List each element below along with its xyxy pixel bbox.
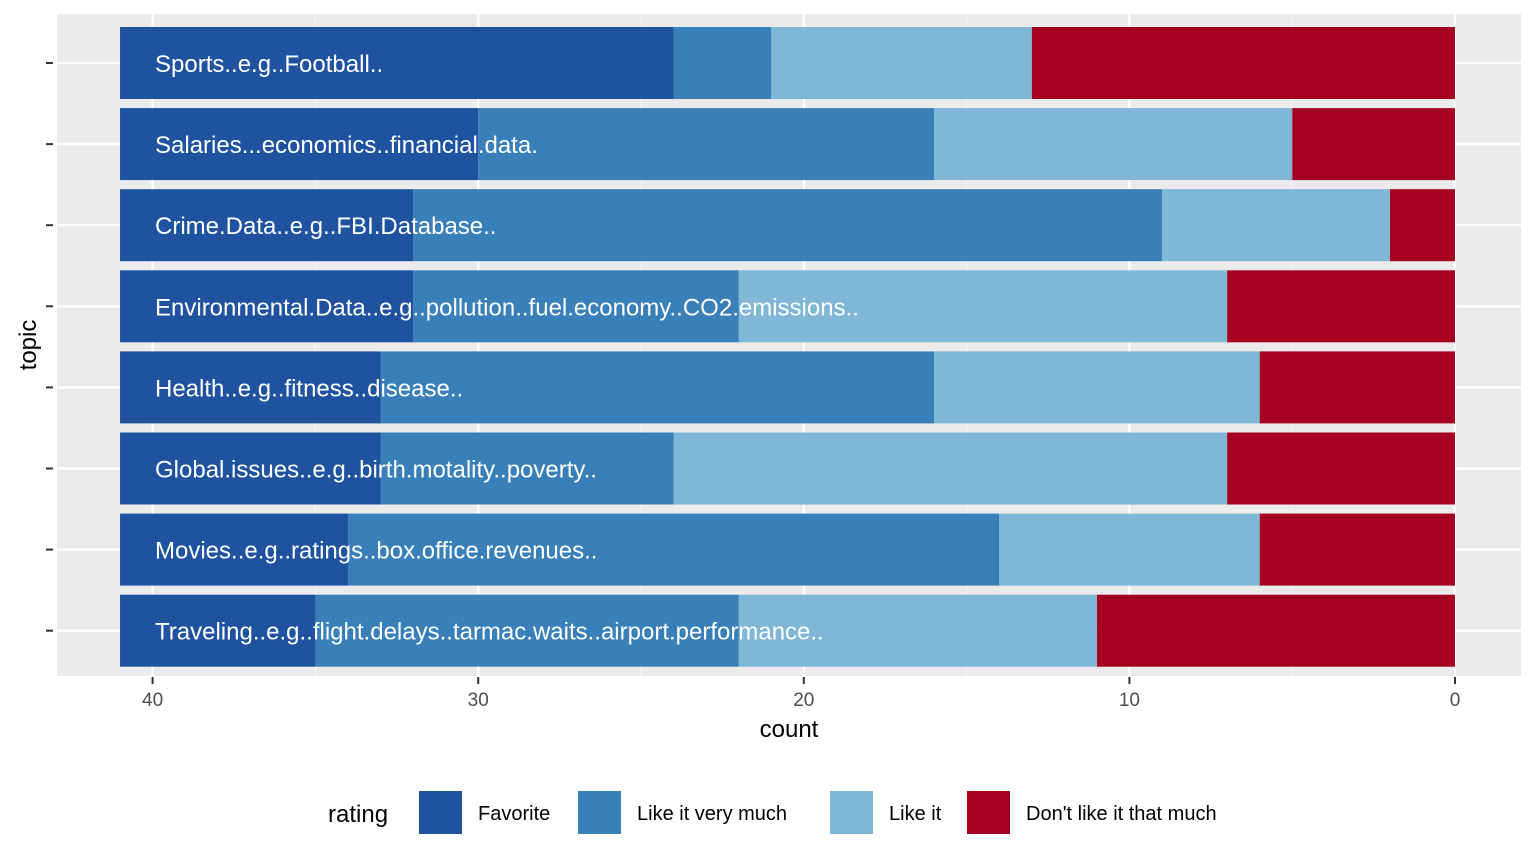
legend-label: Like it xyxy=(889,803,942,825)
bar-label: Movies..e.g..ratings..box.office.revenue… xyxy=(155,538,597,565)
bar-segment xyxy=(673,432,1228,505)
x-axis-title: count xyxy=(760,716,819,743)
x-tick-label: 30 xyxy=(468,690,489,711)
bar-segment xyxy=(1227,270,1455,343)
y-axis-title: topic xyxy=(15,320,42,371)
bar-segment xyxy=(738,270,1228,343)
bar-segment xyxy=(1031,27,1455,99)
bar-label: Sports..e.g..Football.. xyxy=(155,51,383,78)
legend-key xyxy=(830,791,873,834)
legend-label: Like it very much xyxy=(637,803,787,825)
bar-label: Health..e.g..fitness..disease.. xyxy=(155,375,463,402)
bar-label: Salaries...economics..financial.data. xyxy=(155,132,538,159)
legend-label: Favorite xyxy=(478,803,550,825)
x-tick-label: 0 xyxy=(1450,690,1461,711)
bar-segment xyxy=(771,27,1032,99)
bar-segment xyxy=(1096,594,1455,667)
bar-segment xyxy=(315,594,739,667)
bar-segment xyxy=(120,189,414,262)
legend-key xyxy=(578,791,621,834)
legend-label: Don't like it that much xyxy=(1026,803,1217,825)
bar-segment xyxy=(380,351,935,424)
bar-segment xyxy=(478,108,935,181)
bar-label: Crime.Data..e.g..FBI.Database.. xyxy=(155,213,496,240)
bar-segment xyxy=(1389,189,1455,262)
bar-segment xyxy=(1259,351,1455,424)
bar-segment xyxy=(934,108,1293,181)
bar-segment xyxy=(380,432,674,505)
legend-title: rating xyxy=(328,801,388,828)
bar-segment xyxy=(120,270,414,343)
y-axis-ticks xyxy=(46,62,53,632)
bar-segment xyxy=(999,513,1260,586)
bar-segment xyxy=(1227,432,1455,505)
legend-key xyxy=(419,791,462,834)
bar-label: Global.issues..e.g..birth.motality..pove… xyxy=(155,457,597,484)
x-tick-label: 20 xyxy=(793,690,814,711)
bar-segment xyxy=(673,27,772,99)
bar-segment xyxy=(1292,108,1455,181)
legend-key xyxy=(967,791,1010,834)
bar-label: Environmental.Data..e.g..pollution..fuel… xyxy=(155,294,859,321)
bar-segment xyxy=(120,108,479,181)
bar-segment xyxy=(347,513,1000,586)
bar-segment xyxy=(120,594,316,667)
bar-segment xyxy=(120,351,381,424)
bar-segment xyxy=(934,351,1260,424)
bar-segment xyxy=(413,270,739,343)
legend: rating Favorite Like it very much Like it D… xyxy=(328,791,1217,834)
bar-segment xyxy=(120,513,348,586)
bar-label: Traveling..e.g..flight.delays..tarmac.wa… xyxy=(155,619,824,646)
bar-segment xyxy=(1259,513,1455,586)
bar-segment xyxy=(413,189,1162,262)
bars xyxy=(120,27,1455,667)
x-axis: 40 30 20 10 0 xyxy=(142,677,1460,711)
bar-segment xyxy=(1161,189,1390,262)
x-tick-label: 10 xyxy=(1119,690,1140,711)
bar-segment xyxy=(120,27,674,99)
bar-segment xyxy=(120,432,381,505)
bar-segment xyxy=(738,594,1097,667)
bar-labels: Sports..e.g..Football.. Salaries...econom… xyxy=(155,51,859,646)
x-tick-label: 40 xyxy=(142,690,163,711)
